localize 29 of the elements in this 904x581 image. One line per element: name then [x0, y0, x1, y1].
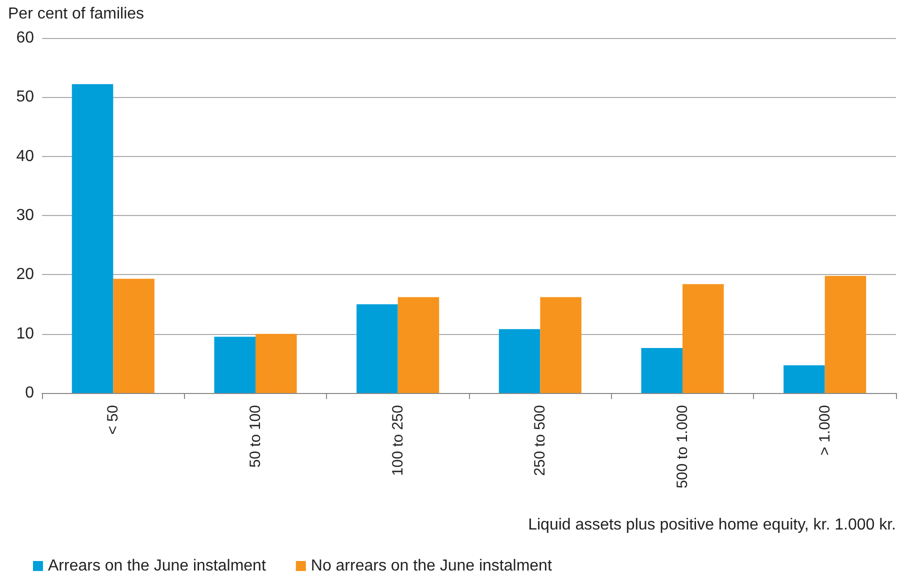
x-tick-label: 100 to 250	[389, 405, 406, 476]
bar	[113, 278, 154, 393]
y-axis-title: Per cent of families	[8, 6, 144, 22]
bar	[214, 336, 256, 393]
y-tick-label: 0	[25, 384, 34, 402]
bar	[256, 334, 297, 393]
x-tick-label: 250 to 500	[532, 405, 549, 476]
x-tick-label: < 50	[104, 405, 122, 435]
x-tick-label: 50 to 100	[247, 405, 264, 468]
bar	[682, 284, 724, 393]
x-tick-label: > 1.000	[816, 405, 834, 456]
bar	[72, 84, 114, 393]
bar	[398, 297, 440, 393]
legend-label: Arrears on the June instalment	[48, 558, 266, 574]
bar	[356, 304, 398, 393]
bar	[498, 329, 540, 393]
y-tick-label: 30	[16, 207, 34, 224]
bar	[784, 365, 825, 393]
y-tick-label: 60	[16, 30, 34, 46]
bar	[540, 297, 582, 393]
x-axis-title: Liquid assets plus positive home equity, kr. 1.000 kr.	[528, 516, 896, 534]
y-tick-label: 40	[16, 148, 34, 165]
x-tick-label: 500 to 1.000	[674, 405, 691, 488]
bar	[641, 348, 682, 393]
bar	[824, 276, 866, 393]
y-tick-label: 50	[16, 88, 34, 106]
legend-label: No arrears on the June instalment	[310, 558, 552, 574]
y-tick-label: 20	[16, 266, 34, 284]
y-tick-label: 10	[16, 325, 34, 342]
